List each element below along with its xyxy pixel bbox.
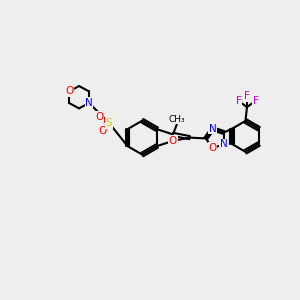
Text: O: O xyxy=(169,136,177,146)
Text: O: O xyxy=(208,143,217,153)
Text: O: O xyxy=(95,112,103,122)
Text: N: N xyxy=(220,139,228,149)
Text: O: O xyxy=(65,86,73,96)
Text: F: F xyxy=(236,96,242,106)
Text: N: N xyxy=(85,98,93,108)
Text: O: O xyxy=(98,126,106,136)
Text: F: F xyxy=(253,96,258,106)
Text: F: F xyxy=(244,91,250,101)
Text: S: S xyxy=(106,118,112,128)
Text: N: N xyxy=(209,124,217,134)
Text: CH₃: CH₃ xyxy=(169,115,185,124)
